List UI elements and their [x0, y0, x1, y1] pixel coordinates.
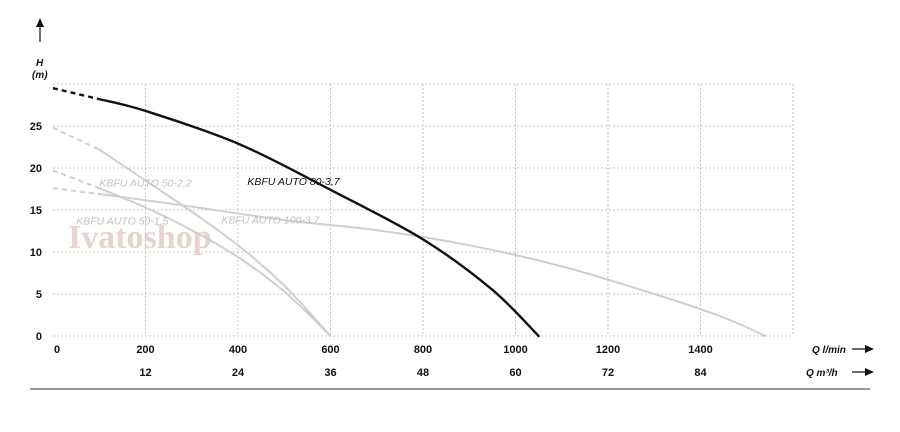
curve-kbfu-auto-80-3-7-dashed [52, 87, 100, 101]
x-tick-label-lmin: 1200 [596, 344, 620, 356]
x-tick-label-m3h: 48 [417, 367, 429, 379]
arrow-right-icon [852, 368, 874, 376]
y-tick-label: 10 [30, 247, 42, 259]
curve-label: KBFU AUTO 50-1,5 [76, 215, 168, 227]
curve-kbfu-auto-50-1-5 [98, 187, 332, 337]
curve-kbfu-auto-80-3-7 [98, 97, 540, 338]
y-tick-label: 25 [30, 121, 42, 133]
curve-kbfu-auto-50-1-5-dashed [52, 169, 100, 190]
y-tick-label: 5 [36, 289, 42, 301]
y-tick-label: 15 [30, 205, 42, 217]
x-tick-label-m3h: 36 [324, 367, 336, 379]
x-tick-labels-lmin: 0 200 400 600 800 1000 1200 1400 [54, 344, 713, 356]
curve-kbfu-auto-50-2-2-dashed [52, 126, 100, 151]
curve-kbfu-auto-50-2-2 [98, 148, 332, 337]
chart-grid [53, 83, 794, 337]
x-tick-label-lmin: 600 [321, 344, 339, 356]
x-tick-label-m3h: 60 [509, 367, 521, 379]
curve-label: KBFU AUTO 80-3,7 [247, 176, 340, 188]
y-axis-unit: (m) [32, 70, 48, 81]
x-tick-label-m3h: 12 [139, 367, 151, 379]
y-tick-labels: 0 5 10 15 20 25 [30, 121, 42, 343]
curves [52, 87, 767, 338]
curve-kbfu-auto-100-3-7 [98, 193, 767, 337]
x-tick-label-m3h: 24 [232, 367, 245, 379]
x-tick-label-lmin: 1400 [688, 344, 712, 356]
x-tick-label-lmin: 800 [414, 344, 432, 356]
x-tick-label-lmin: 200 [136, 344, 154, 356]
x-tick-label-lmin: 400 [229, 344, 247, 356]
y-axis-arrow-icon [36, 18, 44, 42]
x-tick-label-m3h: 84 [694, 367, 707, 379]
curve-label: KBFU AUTO 50-2,2 [99, 177, 191, 189]
x-tick-label-lmin: 0 [54, 344, 60, 356]
curve-label: KBFU AUTO 100-3,7 [221, 214, 320, 226]
y-tick-label: 20 [30, 163, 42, 175]
x-tick-label-lmin: 1000 [503, 344, 527, 356]
curve-kbfu-auto-100-3-7-dashed [52, 187, 100, 195]
y-tick-label: 0 [36, 331, 42, 343]
watermark: Ivatoshop [68, 219, 212, 256]
y-axis-label: H [36, 58, 44, 69]
arrow-right-icon [852, 345, 874, 353]
curve-labels: KBFU AUTO 80-3,7 KBFU AUTO 50-2,2 KBFU AUT… [76, 176, 340, 227]
x-axis-unit-lmin: Q l/min [812, 345, 846, 356]
x-tick-label-m3h: 72 [602, 367, 614, 379]
x-axis-unit-m3h: Q m³/h [806, 368, 838, 379]
x-tick-labels-m3h: 12 24 36 48 60 72 84 [139, 367, 707, 379]
